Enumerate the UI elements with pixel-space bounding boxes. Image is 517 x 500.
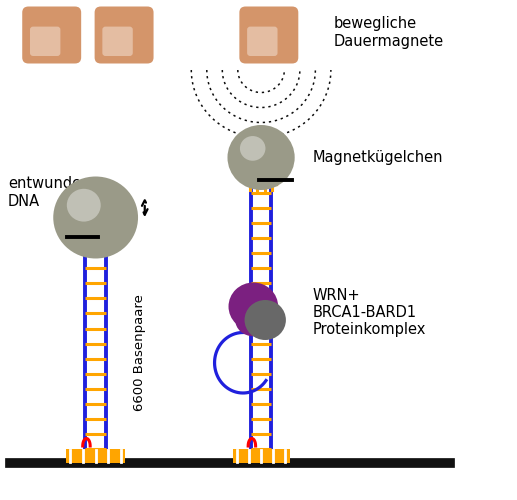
Text: entwundene
DNA: entwundene DNA [8,176,99,208]
Circle shape [245,300,286,340]
FancyBboxPatch shape [102,26,133,56]
Text: 6600 Basenpaare: 6600 Basenpaare [133,294,146,411]
Circle shape [227,125,295,190]
Circle shape [53,176,138,258]
Ellipse shape [235,304,271,336]
FancyBboxPatch shape [30,26,60,56]
Bar [66,448,125,462]
FancyBboxPatch shape [95,6,154,64]
Bar [233,448,290,462]
Circle shape [67,189,101,222]
FancyBboxPatch shape [22,6,81,64]
Text: WRN+
BRCA1-BARD1
Proteinkomplex: WRN+ BRCA1-BARD1 Proteinkomplex [313,288,426,338]
Circle shape [229,282,278,331]
Text: Magnetkügelchen: Magnetkügelchen [313,150,443,165]
FancyBboxPatch shape [239,6,298,64]
Circle shape [240,136,265,161]
FancyBboxPatch shape [247,26,278,56]
Text: bewegliche
Dauermagnete: bewegliche Dauermagnete [333,16,444,48]
